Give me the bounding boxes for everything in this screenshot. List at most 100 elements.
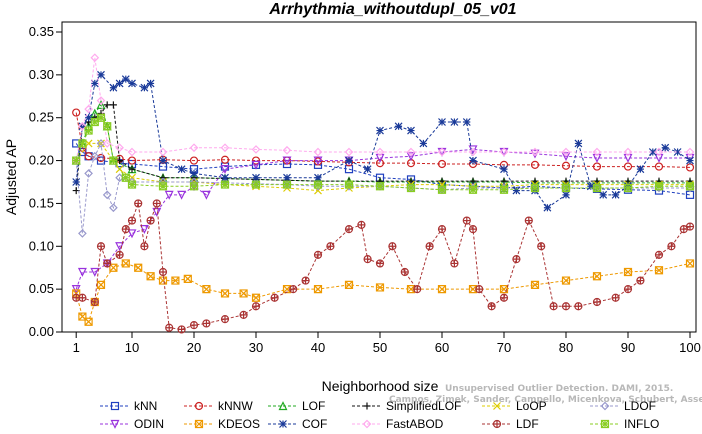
data-point [78, 121, 87, 131]
data-point [344, 280, 354, 289]
series-ldf [72, 199, 695, 334]
data-point [406, 152, 416, 162]
data-point [72, 178, 81, 186]
data-point [661, 143, 670, 152]
data-point [648, 148, 657, 156]
legend-item-odin: ODIN [100, 417, 164, 431]
series-line [75, 148, 690, 290]
legend-marker [110, 419, 120, 429]
data-point [158, 182, 168, 191]
legend-label: FastABOD [386, 417, 444, 431]
data-point [685, 147, 695, 157]
series-kdeos [72, 259, 695, 326]
legend-marker [362, 419, 372, 429]
data-point [220, 143, 230, 153]
x-tick-label: 90 [621, 340, 635, 355]
data-point [78, 139, 87, 148]
series-lof [71, 100, 695, 187]
data-point [561, 183, 571, 193]
data-point [531, 177, 539, 185]
data-point [140, 242, 149, 251]
data-point [159, 156, 167, 165]
data-point [96, 242, 106, 251]
data-point [375, 283, 385, 292]
data-point [561, 302, 571, 311]
data-point [654, 153, 664, 163]
data-point [406, 147, 416, 157]
data-point [611, 293, 620, 302]
data-point [270, 293, 279, 302]
y-tick-label: 0.00 [29, 324, 54, 339]
data-point [96, 139, 106, 148]
data-point [103, 122, 112, 131]
data-point [425, 242, 434, 251]
data-point [561, 152, 571, 162]
data-point [438, 118, 446, 126]
data-point [654, 147, 664, 157]
data-point [530, 183, 540, 193]
data-point [121, 173, 130, 182]
data-point [90, 151, 100, 161]
data-point [562, 177, 570, 185]
data-point [468, 185, 478, 194]
data-point [97, 70, 105, 79]
data-point [574, 139, 583, 148]
data-point [115, 143, 124, 153]
data-point [450, 118, 459, 126]
series-line [76, 203, 691, 330]
data-point [406, 183, 416, 193]
data-point [283, 173, 291, 182]
x-axis-label: Neighborhood size [322, 378, 439, 394]
data-point [84, 169, 93, 178]
series-line [75, 57, 690, 161]
data-point [251, 156, 261, 165]
series-line [75, 262, 691, 323]
data-point [468, 147, 478, 157]
data-point [667, 242, 676, 251]
data-point [592, 147, 602, 157]
data-point [357, 220, 366, 229]
data-point [183, 274, 192, 283]
data-point [152, 199, 161, 208]
data-point [599, 190, 608, 199]
data-point [562, 190, 570, 199]
series-inflo [72, 113, 695, 194]
data-point [623, 153, 633, 163]
legend-marker [363, 402, 371, 410]
data-point [592, 183, 602, 193]
data-point [450, 259, 459, 268]
data-point [561, 276, 571, 285]
data-point [146, 272, 155, 281]
data-point [437, 225, 447, 234]
legend-item-kdeos: KDEOS [184, 417, 260, 431]
legend-item-ldof: LDOF [590, 399, 656, 413]
data-point [146, 79, 155, 88]
data-point [127, 216, 137, 225]
data-point [686, 156, 694, 165]
data-point [84, 126, 93, 135]
legend-marker [110, 401, 120, 411]
data-point [109, 203, 118, 213]
data-point [487, 302, 496, 311]
data-point [419, 139, 428, 148]
data-point [78, 122, 87, 131]
data-point [313, 156, 323, 166]
data-point [177, 325, 186, 334]
legend-item-knnw: kNNW [184, 399, 253, 413]
data-point [654, 266, 664, 275]
data-point [437, 159, 447, 169]
data-point [96, 280, 106, 289]
data-point [500, 177, 508, 185]
x-tick-label: 100 [679, 340, 701, 355]
data-point [314, 173, 322, 182]
data-point [90, 267, 100, 277]
data-point [102, 190, 112, 200]
data-point [561, 147, 571, 157]
y-tick-label: 0.35 [29, 24, 54, 39]
data-point [413, 285, 422, 294]
data-point [103, 101, 111, 109]
data-point [127, 180, 137, 189]
data-point [115, 79, 124, 88]
x-tick-label: 20 [187, 340, 201, 355]
data-point [158, 276, 168, 285]
